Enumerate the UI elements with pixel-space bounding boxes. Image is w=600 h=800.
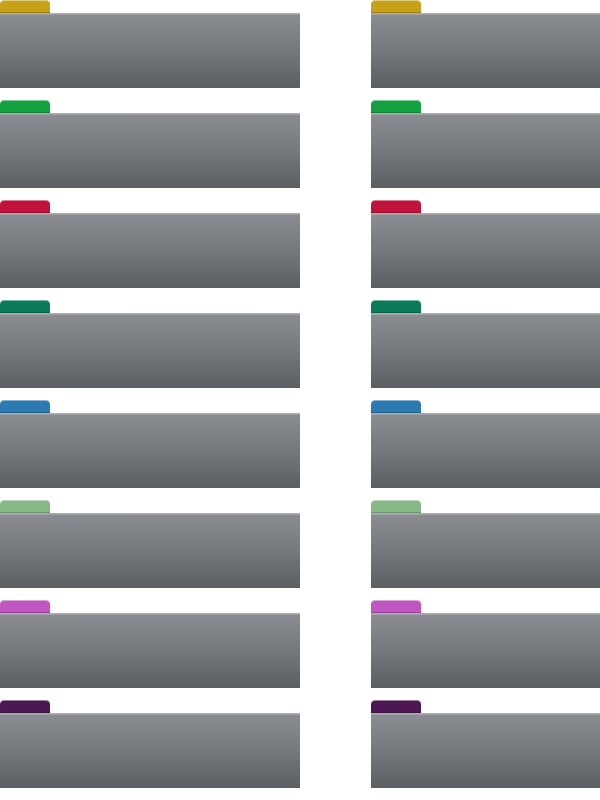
color-tab-pink[interactable] <box>371 600 421 613</box>
panel-body <box>0 13 300 88</box>
tabbed-panel-teal-left[interactable] <box>0 300 300 388</box>
color-tab-green[interactable] <box>371 100 421 113</box>
panel-body <box>371 313 600 388</box>
tabbed-panel-purple-right[interactable] <box>371 700 600 788</box>
color-tab-pink[interactable] <box>0 600 50 613</box>
panel-body <box>371 613 600 688</box>
panel-body <box>371 413 600 488</box>
color-tab-gold[interactable] <box>0 0 50 13</box>
tabbed-panel-green-right[interactable] <box>371 100 600 188</box>
panel-body <box>0 713 300 788</box>
color-tab-gold[interactable] <box>371 0 421 13</box>
panel-body <box>0 513 300 588</box>
tabbed-panel-red-left[interactable] <box>0 200 300 288</box>
panel-body <box>0 113 300 188</box>
color-tab-blue[interactable] <box>0 400 50 413</box>
panel-body <box>371 513 600 588</box>
color-tab-blue[interactable] <box>371 400 421 413</box>
color-tab-light-green[interactable] <box>371 500 421 513</box>
color-tab-red[interactable] <box>0 200 50 213</box>
tabbed-panel-light-green-left[interactable] <box>0 500 300 588</box>
panel-body <box>371 113 600 188</box>
panel-body <box>0 413 300 488</box>
panel-body <box>0 213 300 288</box>
color-tab-teal[interactable] <box>0 300 50 313</box>
tabbed-panel-light-green-right[interactable] <box>371 500 600 588</box>
tabbed-panel-gold-left[interactable] <box>0 0 300 88</box>
panel-body <box>0 313 300 388</box>
panel-body <box>371 213 600 288</box>
tabbed-panel-gold-right[interactable] <box>371 0 600 88</box>
color-tab-red[interactable] <box>371 200 421 213</box>
tabbed-panel-green-left[interactable] <box>0 100 300 188</box>
color-tab-purple[interactable] <box>0 700 50 713</box>
tabbed-panel-purple-left[interactable] <box>0 700 300 788</box>
color-tab-purple[interactable] <box>371 700 421 713</box>
color-tab-green[interactable] <box>0 100 50 113</box>
panel-body <box>0 613 300 688</box>
color-tab-teal[interactable] <box>371 300 421 313</box>
panel-body <box>371 13 600 88</box>
tabbed-panel-pink-right[interactable] <box>371 600 600 688</box>
tabbed-panel-red-right[interactable] <box>371 200 600 288</box>
tabbed-panel-teal-right[interactable] <box>371 300 600 388</box>
tabbed-panel-blue-left[interactable] <box>0 400 300 488</box>
color-tab-light-green[interactable] <box>0 500 50 513</box>
panel-body <box>371 713 600 788</box>
tabbed-panel-pink-left[interactable] <box>0 600 300 688</box>
tabbed-panel-blue-right[interactable] <box>371 400 600 488</box>
